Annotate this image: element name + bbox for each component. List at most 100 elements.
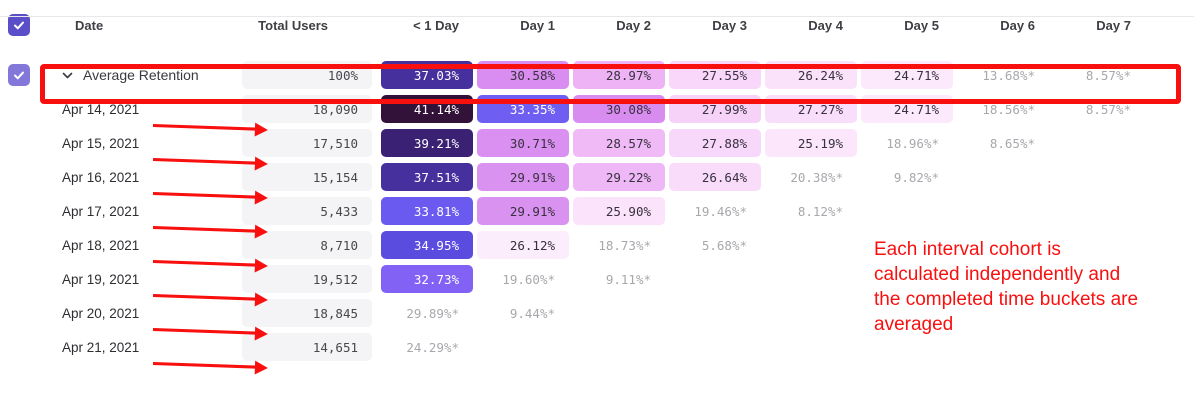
retention-cell[interactable]: 27.27% — [765, 95, 857, 123]
retention-cell[interactable]: 13.68%* — [982, 67, 1035, 83]
row-label-cell: Apr 19, 2021 — [44, 272, 242, 287]
retention-cell[interactable]: 19.46%* — [694, 203, 747, 219]
retention-cell[interactable]: 29.89%* — [406, 305, 459, 321]
retention-cell[interactable]: 9.82%* — [893, 169, 939, 185]
retention-cell[interactable]: 8.65%* — [989, 135, 1035, 151]
total-users-cell[interactable]: 15,154 — [242, 163, 372, 191]
retention-cell[interactable]: 8.57%* — [1085, 101, 1131, 117]
empty-cell — [957, 231, 1049, 259]
retention-cell[interactable]: 37.03% — [381, 61, 473, 89]
table-top-border — [0, 16, 1194, 17]
empty-cell — [957, 265, 1049, 293]
retention-cell[interactable]: 39.21% — [381, 129, 473, 157]
empty-cell — [861, 333, 953, 361]
retention-cell[interactable]: 29.22% — [573, 163, 665, 191]
retention-cell[interactable]: 37.51% — [381, 163, 473, 191]
retention-cell[interactable]: 30.08% — [573, 95, 665, 123]
retention-cell[interactable]: 29.91% — [477, 197, 569, 225]
retention-cell[interactable]: 9.11%* — [605, 271, 651, 287]
total-users-cell[interactable]: 17,510 — [242, 129, 372, 157]
cohort-row: Apr 19, 2021 19,512 32.73% 19.60%* 9.11%* — [0, 262, 1194, 296]
total-users-cell[interactable]: 18,845 — [242, 299, 372, 327]
retention-cell[interactable]: 18.96%* — [886, 135, 939, 151]
retention-cell[interactable]: 25.90% — [573, 197, 665, 225]
total-users-cell[interactable]: 19,512 — [242, 265, 372, 293]
empty-cell — [1053, 265, 1145, 293]
empty-cell — [957, 333, 1049, 361]
retention-cell[interactable]: 30.71% — [477, 129, 569, 157]
row-label-cell: Apr 16, 2021 — [44, 170, 242, 185]
retention-cell[interactable]: 19.60%* — [502, 271, 555, 287]
retention-cell[interactable]: 25.19% — [765, 129, 857, 157]
retention-cell[interactable]: 27.88% — [669, 129, 761, 157]
total-users-cell[interactable]: 14,651 — [242, 333, 372, 361]
cohort-date-label: Apr 21, 2021 — [62, 339, 140, 355]
empty-cell — [957, 163, 1049, 191]
row-checkbox-cell — [0, 64, 44, 86]
average-retention-label: Average Retention — [83, 67, 199, 83]
cohort-row: Apr 16, 2021 15,154 37.51% 29.91% 29.22% 26.6… — [0, 160, 1194, 194]
retention-cell[interactable]: 28.97% — [573, 61, 665, 89]
empty-cell — [861, 231, 953, 259]
empty-cell — [861, 197, 953, 225]
retention-cell[interactable]: 24.29%* — [406, 339, 459, 355]
header-checkbox-cell — [0, 14, 44, 36]
empty-cell — [573, 333, 665, 361]
cohort-row: Apr 20, 2021 18,845 29.89%* 9.44%* — [0, 296, 1194, 330]
total-users-cell[interactable]: 18,090 — [242, 95, 372, 123]
retention-cell[interactable]: 33.81% — [381, 197, 473, 225]
retention-cell[interactable]: 26.24% — [765, 61, 857, 89]
empty-cell — [861, 299, 953, 327]
average-retention-row: Average Retention 100% 37.03% 30.58% 28.97% 2… — [0, 58, 1194, 92]
chevron-down-icon[interactable] — [62, 72, 73, 79]
retention-cell[interactable]: 29.91% — [477, 163, 569, 191]
retention-cell[interactable]: 27.99% — [669, 95, 761, 123]
retention-cell[interactable]: 26.64% — [669, 163, 761, 191]
cohort-row: Apr 18, 2021 8,710 34.95% 26.12% 18.73%* 5.68… — [0, 228, 1194, 262]
day-column-headers: < 1 Day Day 1 Day 2 Day 3 Day 4 Day 5 Day 6 Day… — [377, 18, 1145, 33]
cohort-date-label: Apr 19, 2021 — [62, 271, 140, 287]
cohort-date-label: Apr 20, 2021 — [62, 305, 140, 321]
retention-cell[interactable]: 27.55% — [669, 61, 761, 89]
empty-cell — [669, 333, 761, 361]
retention-cell[interactable]: 24.71% — [861, 61, 953, 89]
check-icon — [14, 71, 24, 79]
empty-cell — [1053, 299, 1145, 327]
empty-cell — [957, 197, 1049, 225]
column-header-day-7: Day 7 — [1096, 17, 1131, 33]
table-header-row: Date Total Users < 1 Day Day 1 Day 2 Day 3 D… — [0, 8, 1194, 42]
retention-cell[interactable]: 28.57% — [573, 129, 665, 157]
retention-cell[interactable]: 30.58% — [477, 61, 569, 89]
retention-cell[interactable]: 34.95% — [381, 231, 473, 259]
retention-cell[interactable]: 5.68%* — [701, 237, 747, 253]
total-users-cell[interactable]: 8,710 — [242, 231, 372, 259]
row-checkbox[interactable] — [8, 64, 30, 86]
retention-cell[interactable]: 20.38%* — [790, 169, 843, 185]
cohort-row: Apr 14, 2021 18,090 41.14% 33.35% 30.08% 27.9… — [0, 92, 1194, 126]
retention-cell[interactable]: 8.57%* — [1085, 67, 1131, 83]
empty-cell — [1053, 129, 1145, 157]
empty-cell — [861, 265, 953, 293]
retention-cell[interactable]: 32.73% — [381, 265, 473, 293]
retention-cell[interactable]: 24.71% — [861, 95, 953, 123]
select-all-checkbox[interactable] — [8, 14, 30, 36]
empty-cell — [1053, 197, 1145, 225]
cohort-date-label: Apr 16, 2021 — [62, 169, 140, 185]
total-users-cell[interactable]: 100% — [242, 61, 372, 89]
retention-cell[interactable]: 33.35% — [477, 95, 569, 123]
column-header-day-1: Day 1 — [520, 17, 555, 33]
retention-cell[interactable]: 18.56%* — [982, 101, 1035, 117]
empty-cell — [765, 333, 857, 361]
retention-cell[interactable]: 9.44%* — [509, 305, 555, 321]
column-header--1-day: < 1 Day — [413, 17, 459, 33]
retention-cell[interactable]: 41.14% — [381, 95, 473, 123]
retention-cell[interactable]: 26.12% — [477, 231, 569, 259]
empty-cell — [1053, 163, 1145, 191]
empty-cell — [765, 231, 857, 259]
column-header-day-5: Day 5 — [904, 17, 939, 33]
total-users-cell[interactable]: 5,433 — [242, 197, 372, 225]
retention-cell[interactable]: 8.12%* — [797, 203, 843, 219]
retention-cell[interactable]: 18.73%* — [598, 237, 651, 253]
cohort-date-label: Apr 15, 2021 — [62, 135, 140, 151]
empty-cell — [573, 299, 665, 327]
